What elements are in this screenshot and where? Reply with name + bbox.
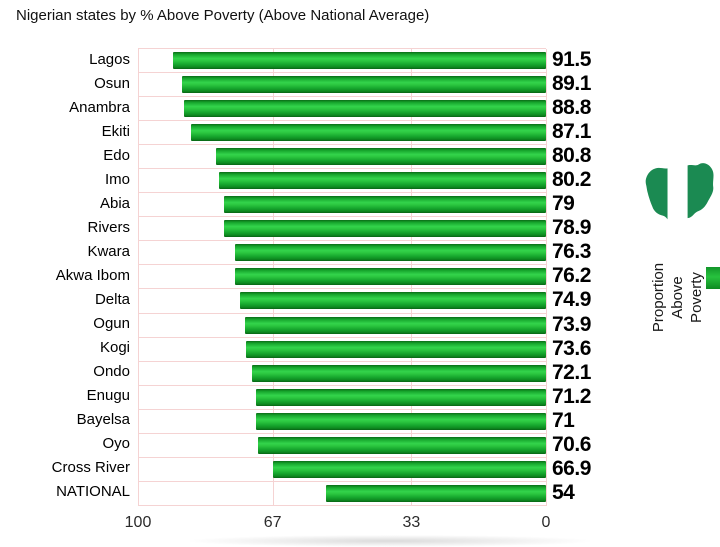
category-label: Delta bbox=[94, 290, 130, 308]
bar bbox=[235, 268, 546, 286]
x-tick-label: 0 bbox=[541, 514, 551, 531]
x-tick-label: 100 bbox=[124, 514, 152, 531]
bar-row bbox=[138, 217, 546, 242]
value-label: 89.1 bbox=[552, 72, 591, 96]
bar bbox=[223, 196, 546, 214]
category-label: NATIONAL bbox=[56, 483, 130, 501]
bar-row bbox=[138, 386, 546, 410]
plot-area bbox=[138, 48, 547, 506]
value-label: 73.6 bbox=[552, 336, 591, 360]
bar bbox=[183, 100, 546, 118]
category-label: Ekiti bbox=[101, 122, 130, 140]
chart-title: Nigerian states by % Above Poverty (Abov… bbox=[16, 7, 430, 24]
value-label: 88.8 bbox=[552, 96, 591, 120]
category-label: Rivers bbox=[87, 218, 130, 236]
category-label: Osun bbox=[94, 74, 130, 92]
bar bbox=[234, 244, 546, 262]
bar-row bbox=[138, 169, 546, 194]
value-label: 79 bbox=[552, 192, 575, 216]
value-label: 80.8 bbox=[552, 144, 591, 168]
bar-row bbox=[138, 482, 546, 506]
category-label: Akwa Ibom bbox=[55, 266, 130, 284]
bar-row bbox=[138, 97, 546, 122]
category-label: Enugu bbox=[86, 387, 130, 405]
bar-row bbox=[138, 362, 546, 386]
value-label: 87.1 bbox=[552, 120, 591, 144]
category-label: Anambra bbox=[69, 98, 130, 116]
bar bbox=[325, 484, 546, 502]
bar bbox=[218, 172, 546, 190]
bar-rows bbox=[138, 49, 546, 506]
nigeria-map-flag-icon bbox=[638, 152, 718, 236]
bar bbox=[190, 124, 546, 142]
legend-label: Proportion Above Poverty bbox=[650, 262, 705, 333]
bar-row bbox=[138, 73, 546, 98]
value-label: 80.2 bbox=[552, 168, 591, 192]
gridline-vertical bbox=[546, 49, 547, 506]
category-label: Ogun bbox=[93, 315, 130, 333]
bar bbox=[224, 220, 546, 238]
category-label: Abia bbox=[99, 194, 130, 212]
bar-row bbox=[138, 121, 546, 146]
bar bbox=[255, 388, 546, 406]
category-labels-column: Lagos Osun Anambra Ekiti Edo Imo Abia Rivers Kwa… bbox=[0, 48, 130, 505]
value-label: 54 bbox=[552, 480, 575, 504]
bar bbox=[257, 436, 546, 454]
value-label: 73.9 bbox=[552, 312, 591, 336]
bar bbox=[172, 52, 546, 69]
category-label: Edo bbox=[103, 146, 130, 164]
bar bbox=[216, 148, 546, 166]
value-label: 76.2 bbox=[552, 264, 591, 288]
value-label: 76.3 bbox=[552, 240, 591, 264]
bar bbox=[182, 76, 546, 94]
value-label: 74.9 bbox=[552, 288, 591, 312]
category-label: Kwara bbox=[87, 242, 130, 260]
bar bbox=[245, 340, 546, 358]
category-label: Imo bbox=[104, 170, 130, 188]
value-label: 71.2 bbox=[552, 384, 591, 408]
category-label: Kogi bbox=[99, 339, 130, 357]
value-label: 91.5 bbox=[552, 48, 591, 72]
bottom-shadow bbox=[190, 535, 590, 547]
bar bbox=[240, 292, 546, 310]
bar-row bbox=[138, 241, 546, 266]
bar-row bbox=[138, 289, 546, 314]
category-label: Oyo bbox=[102, 435, 130, 453]
value-label: 70.6 bbox=[552, 432, 591, 456]
value-label: 71 bbox=[552, 408, 575, 432]
category-label: Lagos bbox=[89, 50, 130, 68]
bar-row bbox=[138, 49, 546, 74]
bar bbox=[244, 316, 546, 334]
bar-row bbox=[138, 410, 546, 434]
bar-row bbox=[138, 314, 546, 338]
category-label: Bayelsa bbox=[76, 411, 130, 429]
bar-row bbox=[138, 145, 546, 170]
legend-swatch bbox=[706, 267, 720, 289]
value-label: 66.9 bbox=[552, 456, 591, 480]
value-labels-column: 91.5 89.1 88.8 87.1 80.8 80.2 79 78.9 76.3 76.2 74… bbox=[552, 48, 622, 505]
x-tick-label: 33 bbox=[402, 514, 421, 531]
bar bbox=[273, 460, 546, 478]
value-label: 72.1 bbox=[552, 360, 591, 384]
gridline-vertical bbox=[138, 49, 139, 506]
value-label: 78.9 bbox=[552, 216, 591, 240]
x-tick-label: 67 bbox=[263, 514, 282, 531]
bar-row bbox=[138, 193, 546, 218]
bar-row bbox=[138, 434, 546, 458]
bar-row bbox=[138, 458, 546, 482]
category-label: Ondo bbox=[93, 363, 130, 381]
bar bbox=[251, 364, 546, 382]
bar-row bbox=[138, 338, 546, 362]
bar bbox=[256, 412, 546, 430]
x-axis-ticks: 100 67 33 0 bbox=[125, 514, 551, 536]
category-label: Cross River bbox=[51, 459, 130, 477]
bar-row bbox=[138, 265, 546, 290]
